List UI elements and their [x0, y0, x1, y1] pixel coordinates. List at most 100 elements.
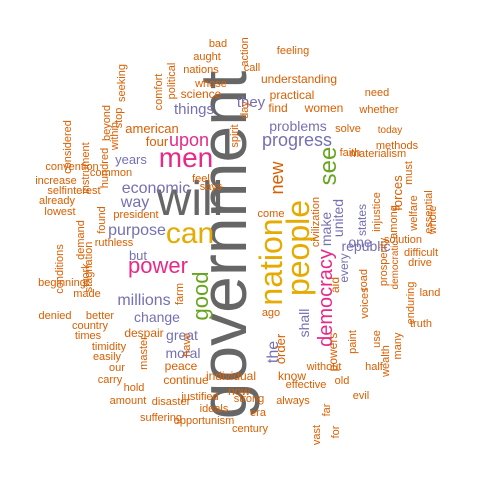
- word-our: our: [109, 362, 125, 374]
- word-effective: effective: [286, 379, 327, 391]
- word-seeking: seeking: [116, 64, 128, 102]
- word-difficult: difficult: [404, 247, 438, 259]
- word-justified: justified: [180, 391, 218, 403]
- word-considered: considered: [62, 120, 74, 174]
- word-today: today: [378, 125, 402, 136]
- word-problems: problems: [269, 118, 327, 134]
- word-ago: ago: [262, 307, 280, 319]
- word-comfort: comfort: [153, 74, 165, 111]
- word-solve: solve: [335, 123, 361, 135]
- word-states: states: [355, 204, 369, 236]
- word-they: they: [237, 94, 266, 111]
- word-beyond: beyond: [101, 105, 113, 141]
- word-government: government: [186, 71, 260, 420]
- word-but: but: [129, 248, 147, 263]
- word-paint: paint: [347, 330, 359, 354]
- word-will: will: [156, 173, 224, 226]
- word-united: united: [330, 199, 346, 237]
- word-says: says: [200, 181, 223, 193]
- word-whole: whole: [427, 206, 439, 236]
- word-action: action: [239, 37, 251, 66]
- word-civilization: civilization: [310, 197, 322, 247]
- word-spirit: spirit: [229, 124, 241, 147]
- word-years: years: [115, 152, 147, 167]
- word-american: american: [125, 121, 178, 136]
- word-understanding: understanding: [261, 72, 337, 86]
- word-half: half: [365, 361, 384, 373]
- word-found: found: [96, 206, 108, 234]
- word-methods: methods: [376, 140, 419, 152]
- word-century: century: [232, 423, 269, 435]
- word-feeling: feeling: [277, 45, 309, 57]
- word-strong: strong: [234, 393, 265, 405]
- word-far: far: [321, 403, 333, 416]
- word-for: for: [330, 425, 342, 438]
- word-one: one: [348, 234, 372, 250]
- word-timidity: timidity: [92, 341, 127, 353]
- word-moral: moral: [165, 345, 200, 361]
- word-faith: faith: [340, 147, 361, 159]
- word-feel: feel: [192, 173, 210, 185]
- word-peace: peace: [165, 359, 198, 373]
- word-four: four: [146, 134, 169, 149]
- word-hundred: hundred: [99, 148, 111, 188]
- word-road: road: [358, 269, 370, 291]
- word-stagnation: stagnation: [83, 242, 95, 293]
- word-vast: vast: [311, 425, 323, 445]
- word-nation: nation: [253, 218, 289, 305]
- word-millions: millions: [117, 292, 170, 309]
- word-master: master: [138, 336, 150, 370]
- word-democracy: democracy: [315, 249, 337, 347]
- word-every: every: [337, 253, 351, 282]
- word-among: among: [388, 205, 400, 239]
- word-need: need: [365, 87, 389, 99]
- word-now: now: [228, 384, 250, 398]
- word-forces: forces: [390, 175, 405, 211]
- word-without: without: [306, 361, 342, 373]
- word-find: find: [268, 101, 287, 115]
- word-carry: carry: [98, 374, 123, 386]
- word-political: political: [166, 63, 178, 100]
- word-nations: nations: [183, 64, 219, 76]
- word-era: era: [250, 407, 267, 419]
- word-lowest: lowest: [44, 206, 75, 218]
- word-way: way: [120, 194, 149, 211]
- word-old: old: [335, 375, 350, 387]
- word-aid: aid: [328, 277, 342, 293]
- word-evil: evil: [353, 390, 370, 402]
- word-whose: whose: [194, 78, 227, 90]
- word-practical: practical: [270, 88, 315, 102]
- word-whether: whether: [358, 104, 398, 116]
- word-things: things: [174, 101, 214, 118]
- word-use: use: [371, 330, 383, 348]
- word-demand: demand: [75, 220, 87, 260]
- word-economic: economic: [122, 180, 190, 197]
- word-already: already: [39, 195, 76, 207]
- word-better: better: [86, 310, 114, 322]
- word-enduring: enduring: [405, 282, 417, 325]
- word-hold: hold: [124, 382, 145, 394]
- word-solution: solution: [384, 234, 422, 246]
- word-can: can: [166, 217, 214, 250]
- word-power: power: [128, 253, 188, 278]
- word-truth: truth: [410, 318, 432, 330]
- word-science: science: [181, 87, 222, 101]
- word-people: people: [280, 200, 316, 296]
- word-many: many: [392, 332, 404, 359]
- word-know: know: [278, 369, 306, 383]
- word-despair: despair: [124, 326, 163, 340]
- word-make: make: [318, 212, 334, 246]
- word-order: order: [273, 333, 288, 364]
- word-easily: easily: [93, 351, 122, 363]
- word-conditions: conditions: [54, 244, 66, 294]
- word-ruthless: ruthless: [95, 237, 134, 249]
- word-good: good: [188, 272, 213, 321]
- word-must: must: [403, 161, 415, 185]
- word-materialism: materialism: [350, 148, 406, 160]
- word-progress: progress: [262, 130, 332, 150]
- word-suffering: suffering: [140, 412, 182, 424]
- word-land: land: [420, 287, 441, 299]
- word-convention: convention: [45, 161, 98, 173]
